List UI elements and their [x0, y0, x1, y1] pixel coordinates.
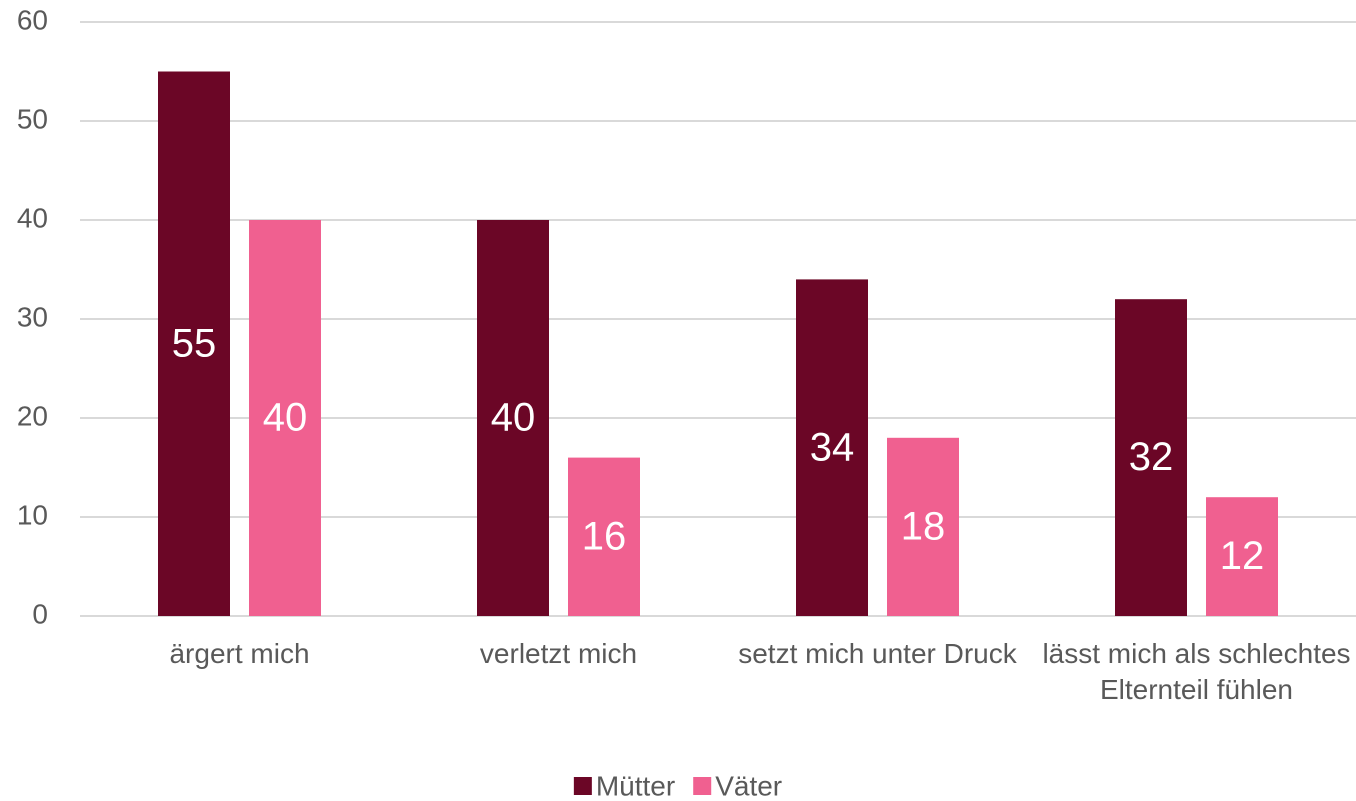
- data-label: 32: [1129, 435, 1174, 479]
- bar: [1206, 497, 1278, 616]
- data-label: 40: [263, 396, 308, 440]
- legend: Mütter Väter: [573, 770, 782, 801]
- bar: [158, 71, 230, 616]
- legend-label: Väter: [715, 770, 782, 801]
- bar: [568, 457, 640, 616]
- y-tick-label: 10: [17, 499, 48, 530]
- x-tick-label: ärgert mich: [169, 638, 309, 669]
- legend-label: Mütter: [596, 770, 675, 801]
- bar: [796, 279, 868, 616]
- x-tick-label: verletzt mich: [480, 638, 637, 669]
- y-tick-label: 0: [32, 598, 48, 629]
- bar: [1115, 299, 1187, 616]
- data-label: 34: [810, 425, 855, 469]
- legend-swatch: [573, 777, 592, 795]
- bar: [477, 220, 549, 616]
- data-label: 18: [901, 504, 946, 548]
- x-tick-label: setzt mich unter Druck: [738, 638, 1018, 669]
- y-tick-label: 40: [17, 202, 48, 233]
- y-tick-label: 20: [17, 400, 48, 431]
- x-tick-label: lässt mich als schlechtes Elternteil fühl…: [1042, 638, 1350, 705]
- data-label: 55: [172, 321, 217, 365]
- data-label: 16: [582, 514, 627, 558]
- data-label: 12: [1220, 534, 1265, 578]
- y-tick-label: 60: [17, 4, 48, 35]
- legend-swatch: [693, 777, 712, 795]
- bar: [249, 220, 321, 616]
- bar: [887, 437, 959, 616]
- data-label: 40: [491, 396, 536, 440]
- y-tick-label: 30: [17, 301, 48, 332]
- y-tick-label: 50: [17, 103, 48, 134]
